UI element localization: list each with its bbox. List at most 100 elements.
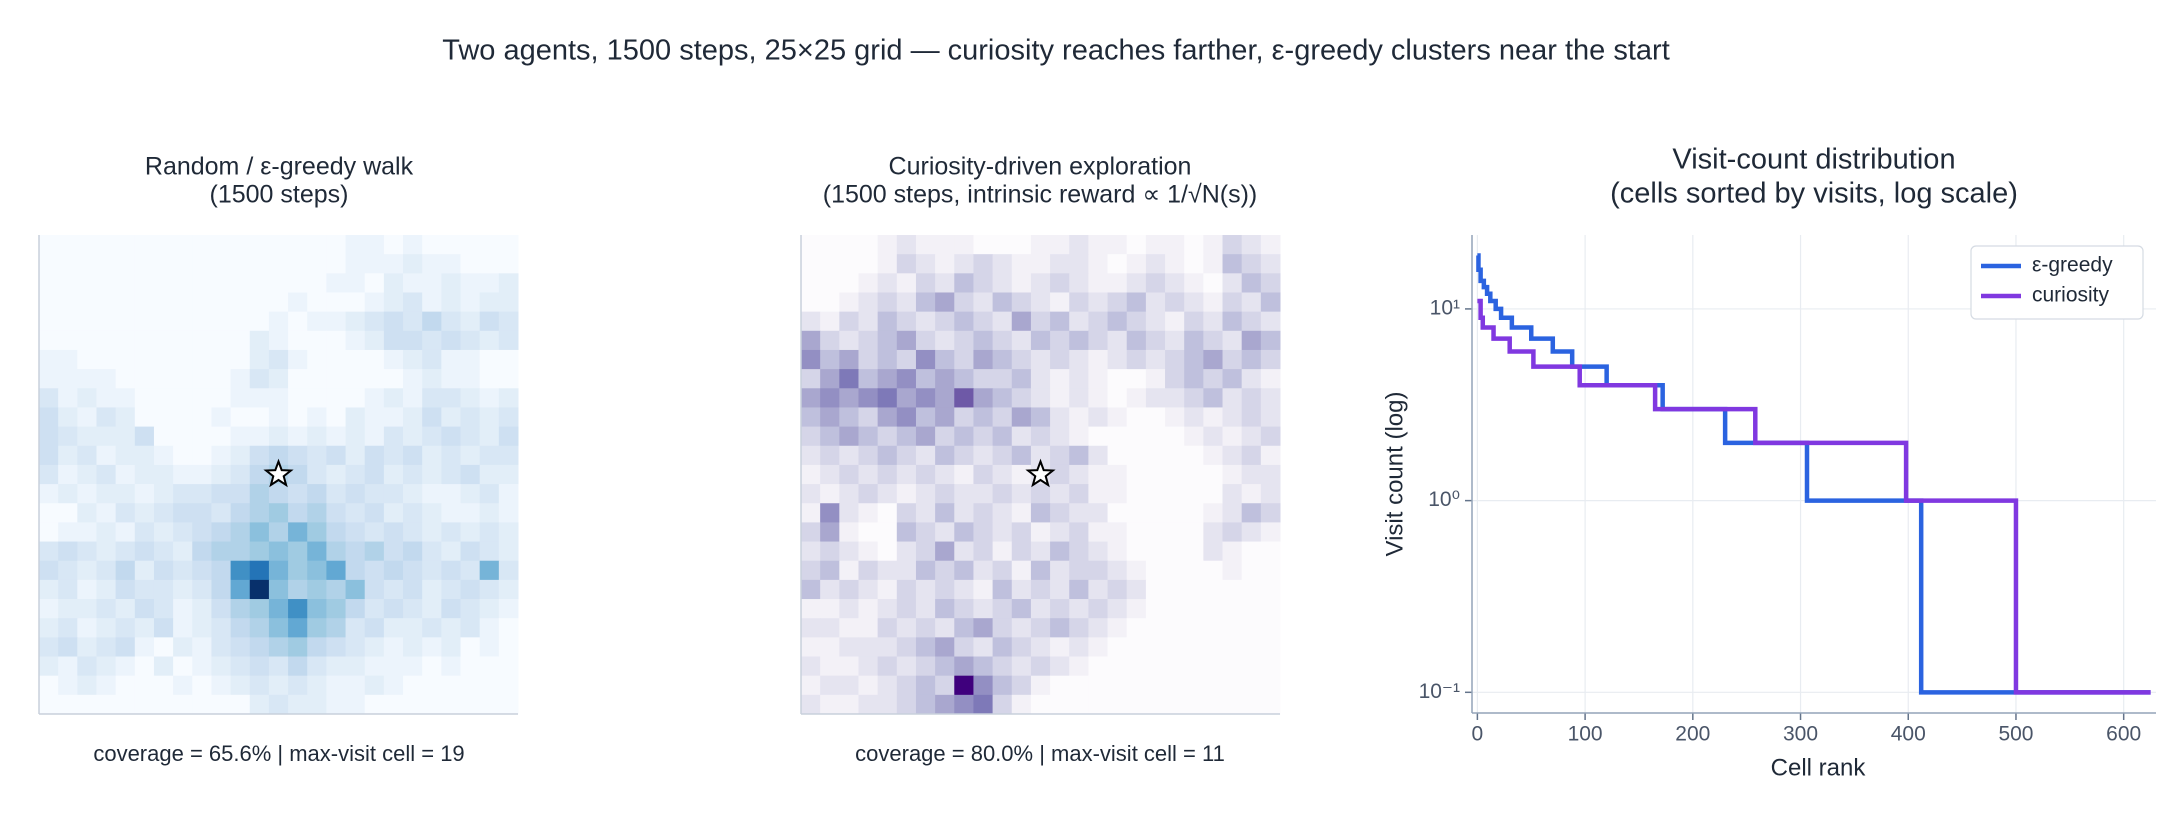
heatmap-cell <box>58 618 78 638</box>
heatmap-cell <box>134 349 155 370</box>
heatmap-cell <box>39 445 59 466</box>
heatmap-cell <box>935 618 955 638</box>
heatmap-cell <box>896 541 917 562</box>
heatmap-cell <box>1241 445 1262 466</box>
heatmap-cell <box>268 445 289 466</box>
heatmap-cell <box>326 445 347 466</box>
heatmap-cell <box>1260 599 1281 619</box>
heatmap-cell <box>77 560 97 581</box>
heatmap-cell <box>992 637 1013 658</box>
heatmap-cell <box>820 369 840 389</box>
heatmap-cell <box>1030 503 1051 523</box>
heatmap-cell <box>935 464 955 485</box>
heatmap-cell <box>1069 426 1089 447</box>
heatmap-cell <box>211 694 232 715</box>
heatmap-cell <box>364 464 385 485</box>
heatmap-cell <box>115 675 136 696</box>
heatmap-cell <box>326 426 347 447</box>
heatmap-cell <box>96 503 117 523</box>
heatmap-cell <box>1241 694 1262 715</box>
heatmap-cell <box>1184 235 1204 255</box>
heatmap-cell <box>479 599 500 619</box>
heatmap-cell <box>249 311 270 332</box>
heatmap-cell <box>1050 579 1070 600</box>
heatmap-cell <box>992 407 1013 428</box>
heatmap-cell <box>935 675 955 696</box>
heatmap-cell <box>1165 445 1185 466</box>
heatmap-cell <box>915 330 936 351</box>
heatmap-cell <box>896 599 917 619</box>
heatmap-cell <box>1260 445 1281 466</box>
heatmap-cell <box>954 292 974 313</box>
heatmap-cell <box>326 407 347 428</box>
heatmap-cell <box>1126 254 1147 274</box>
heatmap-cell <box>935 349 955 370</box>
heatmap-cell <box>326 579 347 600</box>
heatmap-cell <box>249 656 270 677</box>
heatmap-cell <box>39 694 59 715</box>
heatmap-cell <box>1145 541 1166 562</box>
heatmap-cell <box>58 656 78 677</box>
heatmap-cell <box>992 369 1013 389</box>
heatmap-cell <box>1222 694 1243 715</box>
heatmap-cell <box>383 235 404 255</box>
heatmap-cell <box>1088 503 1109 523</box>
heatmap-cell <box>896 560 917 581</box>
start-marker <box>263 458 294 488</box>
heatmap-cell <box>403 579 423 600</box>
heatmap-cell <box>1126 522 1147 543</box>
chart-subtitle: (cells sorted by visits, log scale) <box>1610 178 2018 210</box>
heatmap-cell <box>422 407 442 428</box>
heatmap-cell <box>39 330 59 351</box>
heatmap-cell <box>954 445 974 466</box>
heatmap-cell <box>1011 311 1032 332</box>
heatmap-cell <box>839 235 859 255</box>
heatmap-cell <box>422 618 442 638</box>
heatmap-cell <box>307 349 327 370</box>
heatmap-cell <box>1260 560 1281 581</box>
heatmap-cell <box>326 273 347 293</box>
heatmap-cell <box>345 694 366 715</box>
heatmap-cell <box>249 675 270 696</box>
heatmap-cell <box>1011 292 1032 313</box>
heatmap-cell <box>192 407 212 428</box>
heatmap-cell <box>211 503 232 523</box>
heatmap-cell <box>1107 369 1128 389</box>
heatmap-cell <box>173 656 193 677</box>
heatmap-cell <box>479 445 500 466</box>
heatmap-cell <box>288 254 308 274</box>
heatmap-cell <box>345 484 366 504</box>
heatmap-cell <box>1126 656 1147 677</box>
heatmap-cell <box>839 618 859 638</box>
heatmap-cell <box>954 541 974 562</box>
heatmap-cell <box>58 675 78 696</box>
heatmap-cell <box>460 464 481 485</box>
heatmap-cell <box>115 311 136 332</box>
heatmap-cell <box>288 675 308 696</box>
heatmap-cell <box>1011 464 1032 485</box>
heatmap-cell <box>326 464 347 485</box>
heatmap-cell <box>268 522 289 543</box>
heatmap-cell <box>1222 273 1243 293</box>
heatmap-cell <box>1107 656 1128 677</box>
heatmap-cell <box>820 426 840 447</box>
heatmap-cell <box>383 579 404 600</box>
heatmap-cell <box>935 273 955 293</box>
heatmap-cell <box>383 254 404 274</box>
heatmap-cell <box>134 656 155 677</box>
heatmap-cell <box>115 292 136 313</box>
heatmap-cell <box>403 464 423 485</box>
heatmap-cell <box>383 637 404 658</box>
heatmap-cell <box>1145 637 1166 658</box>
heatmap-cell <box>96 522 117 543</box>
heatmap-cell <box>115 637 136 658</box>
heatmap-cell <box>1030 694 1051 715</box>
heatmap-cell <box>1050 445 1070 466</box>
heatmap-cell <box>1165 311 1185 332</box>
heatmap-cell <box>230 235 251 255</box>
heatmap-cell <box>954 522 974 543</box>
heatmap-cell <box>441 464 462 485</box>
heatmap-cell <box>460 599 481 619</box>
heatmap-cell <box>877 407 898 428</box>
heatmap-cell <box>858 637 879 658</box>
